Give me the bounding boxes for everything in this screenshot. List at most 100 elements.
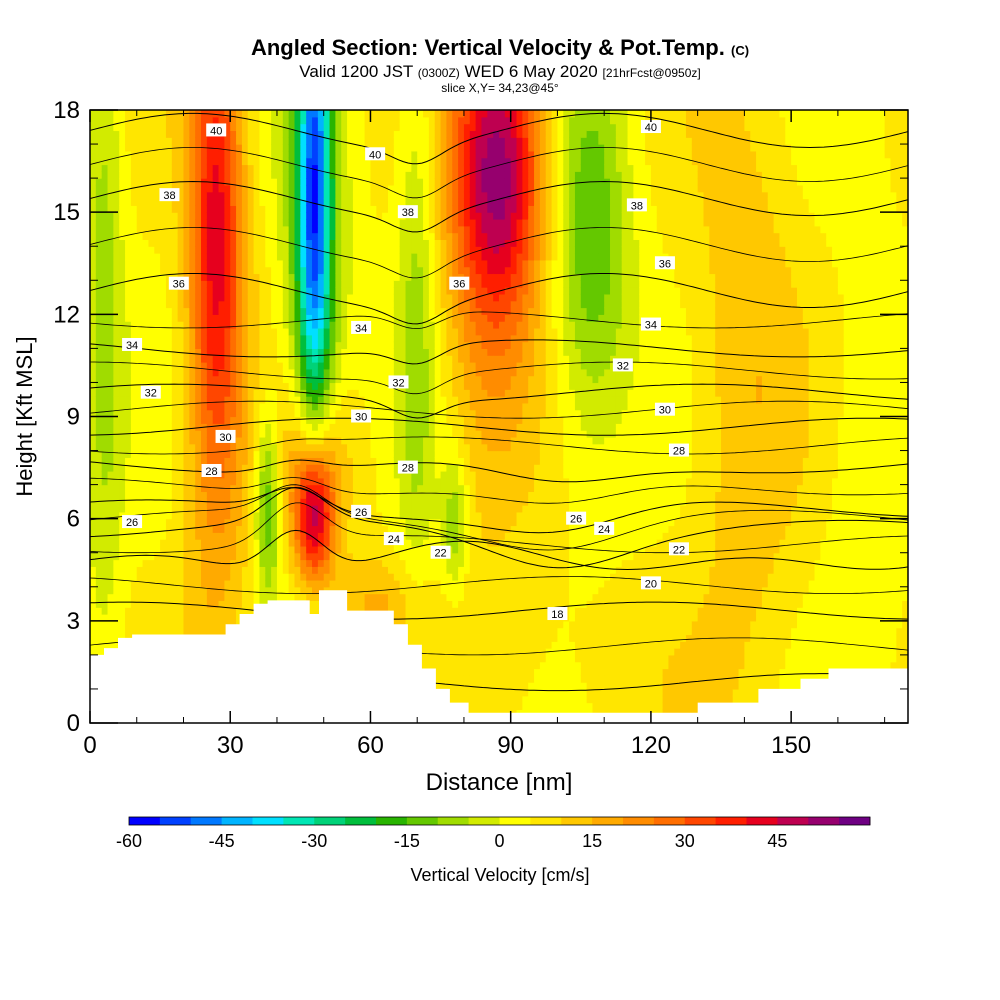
field-cell xyxy=(154,362,161,370)
field-cell xyxy=(247,130,255,138)
field-cell xyxy=(101,484,109,493)
field-cell xyxy=(154,355,161,363)
field-cell xyxy=(382,110,389,118)
field-cell xyxy=(393,396,401,404)
field-cell xyxy=(212,314,220,322)
field-cell xyxy=(154,511,161,520)
field-cell xyxy=(323,218,331,227)
field-cell xyxy=(212,362,220,370)
field-cell xyxy=(177,334,185,343)
field-cell xyxy=(247,327,255,336)
field-cell xyxy=(171,293,179,302)
field-cell xyxy=(160,307,167,315)
field-cell xyxy=(189,545,196,554)
field-cell xyxy=(276,184,284,193)
field-cell xyxy=(294,505,301,513)
field-cell xyxy=(212,253,220,261)
field-cell xyxy=(259,579,266,588)
field-cell xyxy=(195,389,202,397)
field-cell xyxy=(352,253,360,261)
field-cell xyxy=(154,525,161,533)
field-cell xyxy=(230,144,237,152)
field-cell xyxy=(323,505,331,513)
field-cell xyxy=(206,150,214,159)
field-cell xyxy=(271,293,278,302)
field-cell xyxy=(107,198,114,206)
field-cell xyxy=(376,157,383,166)
field-cell xyxy=(90,402,97,411)
field-cell xyxy=(399,164,407,172)
field-cell xyxy=(224,525,231,533)
field-cell xyxy=(347,409,354,418)
field-cell xyxy=(317,368,325,377)
field-cell xyxy=(259,212,266,220)
field-cell xyxy=(148,436,155,445)
field-cell xyxy=(347,225,354,234)
field-cell xyxy=(323,314,331,322)
field-cell xyxy=(364,273,372,281)
field-cell xyxy=(212,212,220,220)
field-cell xyxy=(125,164,132,172)
field-cell xyxy=(312,402,319,411)
field-cell xyxy=(247,593,255,601)
field-cell xyxy=(125,620,132,629)
field-cell xyxy=(341,341,348,349)
field-cell xyxy=(195,436,202,445)
field-cell xyxy=(195,321,202,329)
field-cell xyxy=(142,123,150,132)
field-cell xyxy=(142,464,150,472)
field-cell xyxy=(90,137,97,145)
field-cell xyxy=(95,477,103,486)
field-cell xyxy=(130,593,138,601)
field-cell xyxy=(113,443,120,452)
field-cell xyxy=(201,287,208,295)
field-cell xyxy=(393,253,401,261)
field-cell xyxy=(230,157,237,166)
field-cell xyxy=(352,545,360,554)
field-cell xyxy=(95,191,103,200)
field-cell xyxy=(399,110,407,118)
field-cell xyxy=(107,327,114,336)
field-cell xyxy=(300,225,307,234)
field-cell xyxy=(107,184,114,193)
field-cell xyxy=(95,648,103,656)
field-cell xyxy=(101,396,109,404)
field-cell xyxy=(393,573,401,581)
field-cell xyxy=(370,130,377,138)
field-cell xyxy=(218,150,225,159)
field-cell xyxy=(352,579,360,588)
field-cell xyxy=(306,137,313,145)
field-cell xyxy=(393,443,401,452)
field-cell xyxy=(212,137,220,145)
field-cell xyxy=(113,484,120,493)
field-cell xyxy=(382,518,389,527)
field-cell xyxy=(241,212,249,220)
field-cell xyxy=(387,205,395,213)
field-cell xyxy=(387,566,395,574)
field-cell xyxy=(212,579,220,588)
field-cell xyxy=(323,137,331,145)
field-cell xyxy=(387,423,395,431)
field-cell xyxy=(370,348,377,356)
field-cell xyxy=(329,355,336,363)
field-cell xyxy=(317,559,325,567)
field-cell xyxy=(224,232,231,241)
field-cell xyxy=(347,464,354,472)
field-cell xyxy=(201,348,208,356)
field-cell xyxy=(300,273,307,281)
field-cell xyxy=(183,191,190,200)
field-cell xyxy=(230,198,237,206)
field-cell xyxy=(276,566,284,574)
field-cell xyxy=(136,505,144,513)
field-cell xyxy=(171,607,179,615)
field-cell xyxy=(276,396,284,404)
field-cell xyxy=(107,423,114,431)
field-cell xyxy=(171,116,179,125)
field-cell xyxy=(265,225,272,234)
field-cell xyxy=(282,253,290,261)
field-cell xyxy=(393,157,401,166)
field-cell xyxy=(206,436,214,445)
field-cell xyxy=(206,607,214,615)
field-cell xyxy=(201,246,208,254)
field-cell xyxy=(341,491,348,499)
